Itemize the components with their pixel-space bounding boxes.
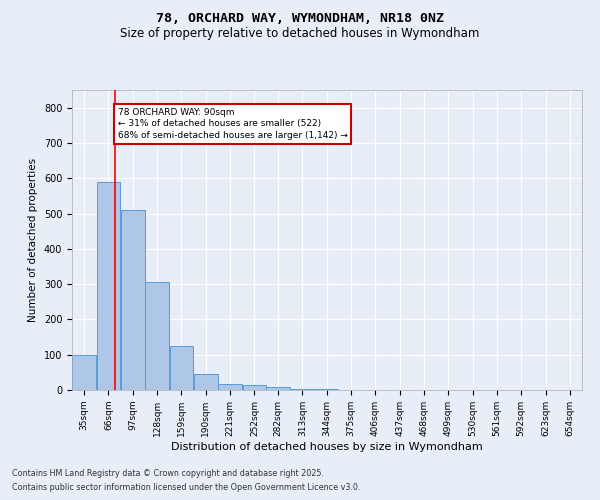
Bar	[218, 384, 242, 390]
Bar	[121, 210, 145, 390]
Bar	[194, 374, 218, 390]
Bar	[145, 282, 169, 390]
Text: 78 ORCHARD WAY: 90sqm
← 31% of detached houses are smaller (522)
68% of semi-det: 78 ORCHARD WAY: 90sqm ← 31% of detached …	[118, 108, 347, 140]
Bar	[290, 388, 314, 390]
Bar	[73, 354, 96, 390]
Text: Contains HM Land Registry data © Crown copyright and database right 2025.: Contains HM Land Registry data © Crown c…	[12, 468, 324, 477]
Text: Contains public sector information licensed under the Open Government Licence v3: Contains public sector information licen…	[12, 484, 361, 492]
Bar	[97, 182, 120, 390]
Bar	[266, 387, 290, 390]
Bar	[242, 384, 266, 390]
Y-axis label: Number of detached properties: Number of detached properties	[28, 158, 38, 322]
X-axis label: Distribution of detached houses by size in Wymondham: Distribution of detached houses by size …	[171, 442, 483, 452]
Text: 78, ORCHARD WAY, WYMONDHAM, NR18 0NZ: 78, ORCHARD WAY, WYMONDHAM, NR18 0NZ	[156, 12, 444, 26]
Bar	[170, 346, 193, 390]
Text: Size of property relative to detached houses in Wymondham: Size of property relative to detached ho…	[121, 28, 479, 40]
